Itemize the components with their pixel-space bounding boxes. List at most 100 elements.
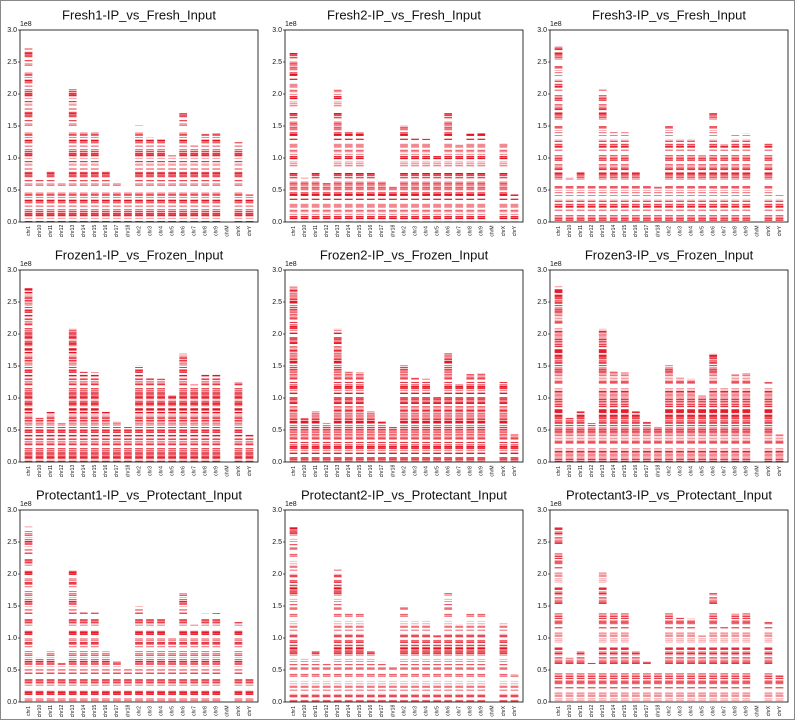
x-tick-label: chr15 xyxy=(622,705,628,718)
x-tick-label: chr7 xyxy=(722,706,728,716)
chromosome-bar xyxy=(333,88,342,222)
x-tick-label: chr2 xyxy=(136,226,142,236)
chromosome-bar xyxy=(35,417,44,462)
chromosome-bar xyxy=(190,624,199,702)
x-tick-label: chr5 xyxy=(169,226,175,236)
chromosome-bar xyxy=(764,142,773,222)
chromosome-bar xyxy=(344,611,353,702)
chromosome-bar xyxy=(620,612,629,702)
chromosome-bar xyxy=(676,137,684,222)
x-tick-label: chrM xyxy=(490,225,496,236)
x-tick-label: chr14 xyxy=(81,705,87,718)
plot-frame xyxy=(549,29,789,223)
x-tick-label: chrX xyxy=(766,225,772,236)
x-tick-label: chr17 xyxy=(114,705,120,718)
chart-title: Fresh2-IP_vs_Fresh_Input xyxy=(327,7,481,22)
plot-frame xyxy=(284,29,524,223)
chromosome-bar xyxy=(179,593,188,702)
chromosome-bar xyxy=(212,373,221,462)
chromosome-bar xyxy=(411,377,419,462)
x-tick-label: chr7 xyxy=(192,706,198,716)
chromosome-bar xyxy=(179,113,188,222)
x-tick-label: chr12 xyxy=(59,705,65,718)
x-tick-label: chr7 xyxy=(192,226,198,236)
chromosome-bar xyxy=(157,138,165,222)
chromosome-bar xyxy=(146,137,154,222)
x-tick-label: chr16 xyxy=(103,465,109,478)
chromosome-bar xyxy=(742,373,751,462)
chart-title: Protectant1-IP_vs_Protectant_Input xyxy=(36,487,242,502)
y-tick-label: 1.5 xyxy=(272,123,282,130)
plot-frame xyxy=(284,269,524,463)
y-tick-label: 2.0 xyxy=(537,571,547,578)
x-tick-label: chr16 xyxy=(103,225,109,238)
y-tick-label: 1.0 xyxy=(537,395,547,402)
chromosome-bar xyxy=(366,171,375,222)
y-tick-label: 2.0 xyxy=(537,91,547,98)
x-tick-label: chr6 xyxy=(446,706,452,716)
y-tick-label: 0.5 xyxy=(537,667,547,674)
offset-label: 1e8 xyxy=(20,501,32,508)
chart-title: Protectant2-IP_vs_Protectant_Input xyxy=(301,487,507,502)
x-tick-label: chr14 xyxy=(346,225,352,238)
y-tick-label: 0.0 xyxy=(272,699,282,706)
chromosome-bar xyxy=(554,286,563,462)
chromosome-bar xyxy=(433,635,442,702)
x-tick-label: chr11 xyxy=(578,465,584,477)
x-tick-label: chr10 xyxy=(37,225,43,238)
chromosome-bar xyxy=(400,365,408,462)
chromosome-bar xyxy=(565,657,574,702)
x-tick-label: chr4 xyxy=(158,226,164,236)
x-tick-label: chr17 xyxy=(114,465,120,478)
chromosome-bar xyxy=(311,651,320,702)
x-tick-label: chr16 xyxy=(633,225,639,238)
x-tick-label: chr2 xyxy=(136,466,142,476)
chromosome-bar xyxy=(311,171,320,222)
x-tick-label: chr18 xyxy=(125,465,131,478)
chromosome-bar xyxy=(400,605,408,702)
x-tick-label: chr9 xyxy=(214,706,220,716)
y-tick-label: 3.0 xyxy=(537,27,547,34)
x-tick-label: chr18 xyxy=(655,225,661,238)
chromosome-bar xyxy=(598,328,607,462)
x-tick-label: chr18 xyxy=(125,225,131,238)
chromosome-bar xyxy=(333,328,342,462)
chromosome-bar xyxy=(609,371,618,462)
x-tick-label: chr14 xyxy=(346,465,352,478)
y-tick-label: 3.0 xyxy=(7,507,17,514)
x-tick-label: chr5 xyxy=(434,466,440,476)
y-tick-label: 1.5 xyxy=(272,363,282,370)
x-tick-label: chr2 xyxy=(401,226,407,236)
x-tick-label: chr11 xyxy=(313,465,319,477)
chromosome-bar xyxy=(101,651,110,702)
x-tick-label: chr6 xyxy=(181,226,187,236)
chromosome-bar xyxy=(576,411,585,462)
chromosome-bar xyxy=(46,411,55,462)
x-tick-label: chr12 xyxy=(59,225,65,238)
y-tick-label: 3.0 xyxy=(537,267,547,274)
plot-frame xyxy=(19,29,259,223)
x-tick-label: chr10 xyxy=(37,705,43,718)
chart-title: Frozen1-IP_vs_Frozen_Input xyxy=(55,247,224,262)
chromosome-bar xyxy=(333,568,342,702)
x-tick-label: chr18 xyxy=(390,465,396,478)
y-tick-label: 1.5 xyxy=(537,363,547,370)
x-tick-label: chrY xyxy=(777,465,783,476)
chromosome-bar xyxy=(68,568,77,702)
y-tick-label: 0.5 xyxy=(537,427,547,434)
y-tick-label: 2.5 xyxy=(272,299,282,306)
chromosome-bar xyxy=(676,377,684,462)
chromosome-bar xyxy=(609,131,618,222)
chromosome-bar xyxy=(234,142,243,222)
y-tick-label: 1.5 xyxy=(537,123,547,130)
x-tick-label: chr18 xyxy=(125,705,131,718)
y-tick-label: 0.0 xyxy=(272,459,282,466)
y-tick-label: 1.5 xyxy=(537,603,547,610)
chromosome-bar xyxy=(157,618,165,702)
x-tick-label: chrX xyxy=(236,705,242,716)
y-tick-label: 0.0 xyxy=(537,459,547,466)
chromosome-bar xyxy=(466,133,475,222)
x-tick-label: chr14 xyxy=(611,225,617,238)
y-tick-label: 1.0 xyxy=(7,155,17,162)
